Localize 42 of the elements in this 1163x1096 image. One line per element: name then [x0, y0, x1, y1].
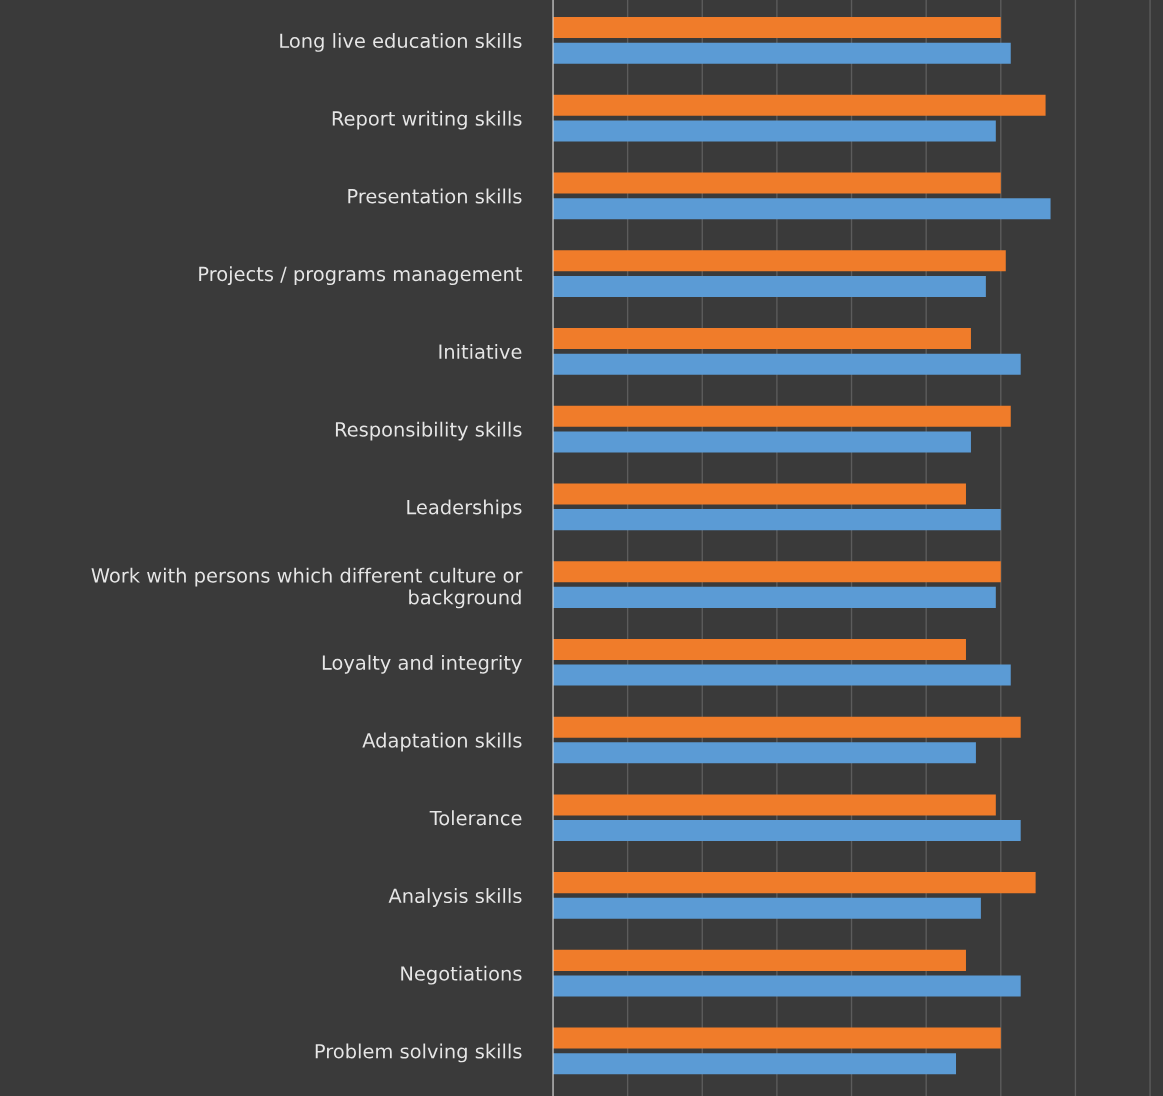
bar	[553, 794, 996, 816]
bar	[553, 17, 1001, 39]
y-tick-label: Analysis skills	[388, 888, 522, 907]
bar	[553, 561, 1001, 583]
bar	[553, 275, 986, 297]
y-tick-label: Long live education skills	[280, 33, 522, 52]
bar	[553, 742, 976, 764]
bar	[553, 198, 1051, 220]
bar	[553, 431, 971, 453]
y-tick-label: Tolerance	[429, 810, 522, 826]
bar	[553, 483, 966, 505]
bar	[553, 1053, 957, 1075]
bar	[553, 975, 1021, 997]
bar	[553, 664, 1011, 686]
bar	[553, 405, 1011, 427]
bar	[553, 42, 1011, 64]
bar	[553, 716, 1021, 738]
bar	[553, 586, 996, 608]
bar	[553, 509, 1001, 531]
y-tick-label: Adaptation skills	[362, 732, 522, 752]
y-tick-label: Negotiations	[401, 965, 522, 985]
y-tick-label: Report writing skills	[332, 110, 522, 130]
bar	[553, 328, 971, 350]
bar	[553, 638, 966, 660]
bar	[553, 820, 1021, 842]
y-tick-label: Responsibility skills	[335, 421, 522, 441]
bar	[553, 872, 1036, 894]
bar	[553, 120, 996, 142]
bar	[553, 949, 966, 971]
y-tick-label: Problem solving skills	[315, 1043, 522, 1063]
y-tick-label: Initiative	[439, 343, 522, 360]
bar	[553, 353, 1021, 375]
bar	[553, 172, 1001, 194]
bar	[553, 94, 1046, 116]
y-tick-label: Projects / programs management	[199, 266, 522, 286]
bar	[553, 1027, 1001, 1049]
bar	[553, 250, 1006, 272]
y-tick-label: Work with persons which different culture or background	[91, 567, 523, 609]
bar	[553, 897, 981, 919]
y-tick-label: Leaderships	[407, 499, 522, 519]
y-tick-label: Presentation skills	[348, 188, 522, 204]
y-tick-label: Loyalty and integrity	[322, 654, 522, 674]
